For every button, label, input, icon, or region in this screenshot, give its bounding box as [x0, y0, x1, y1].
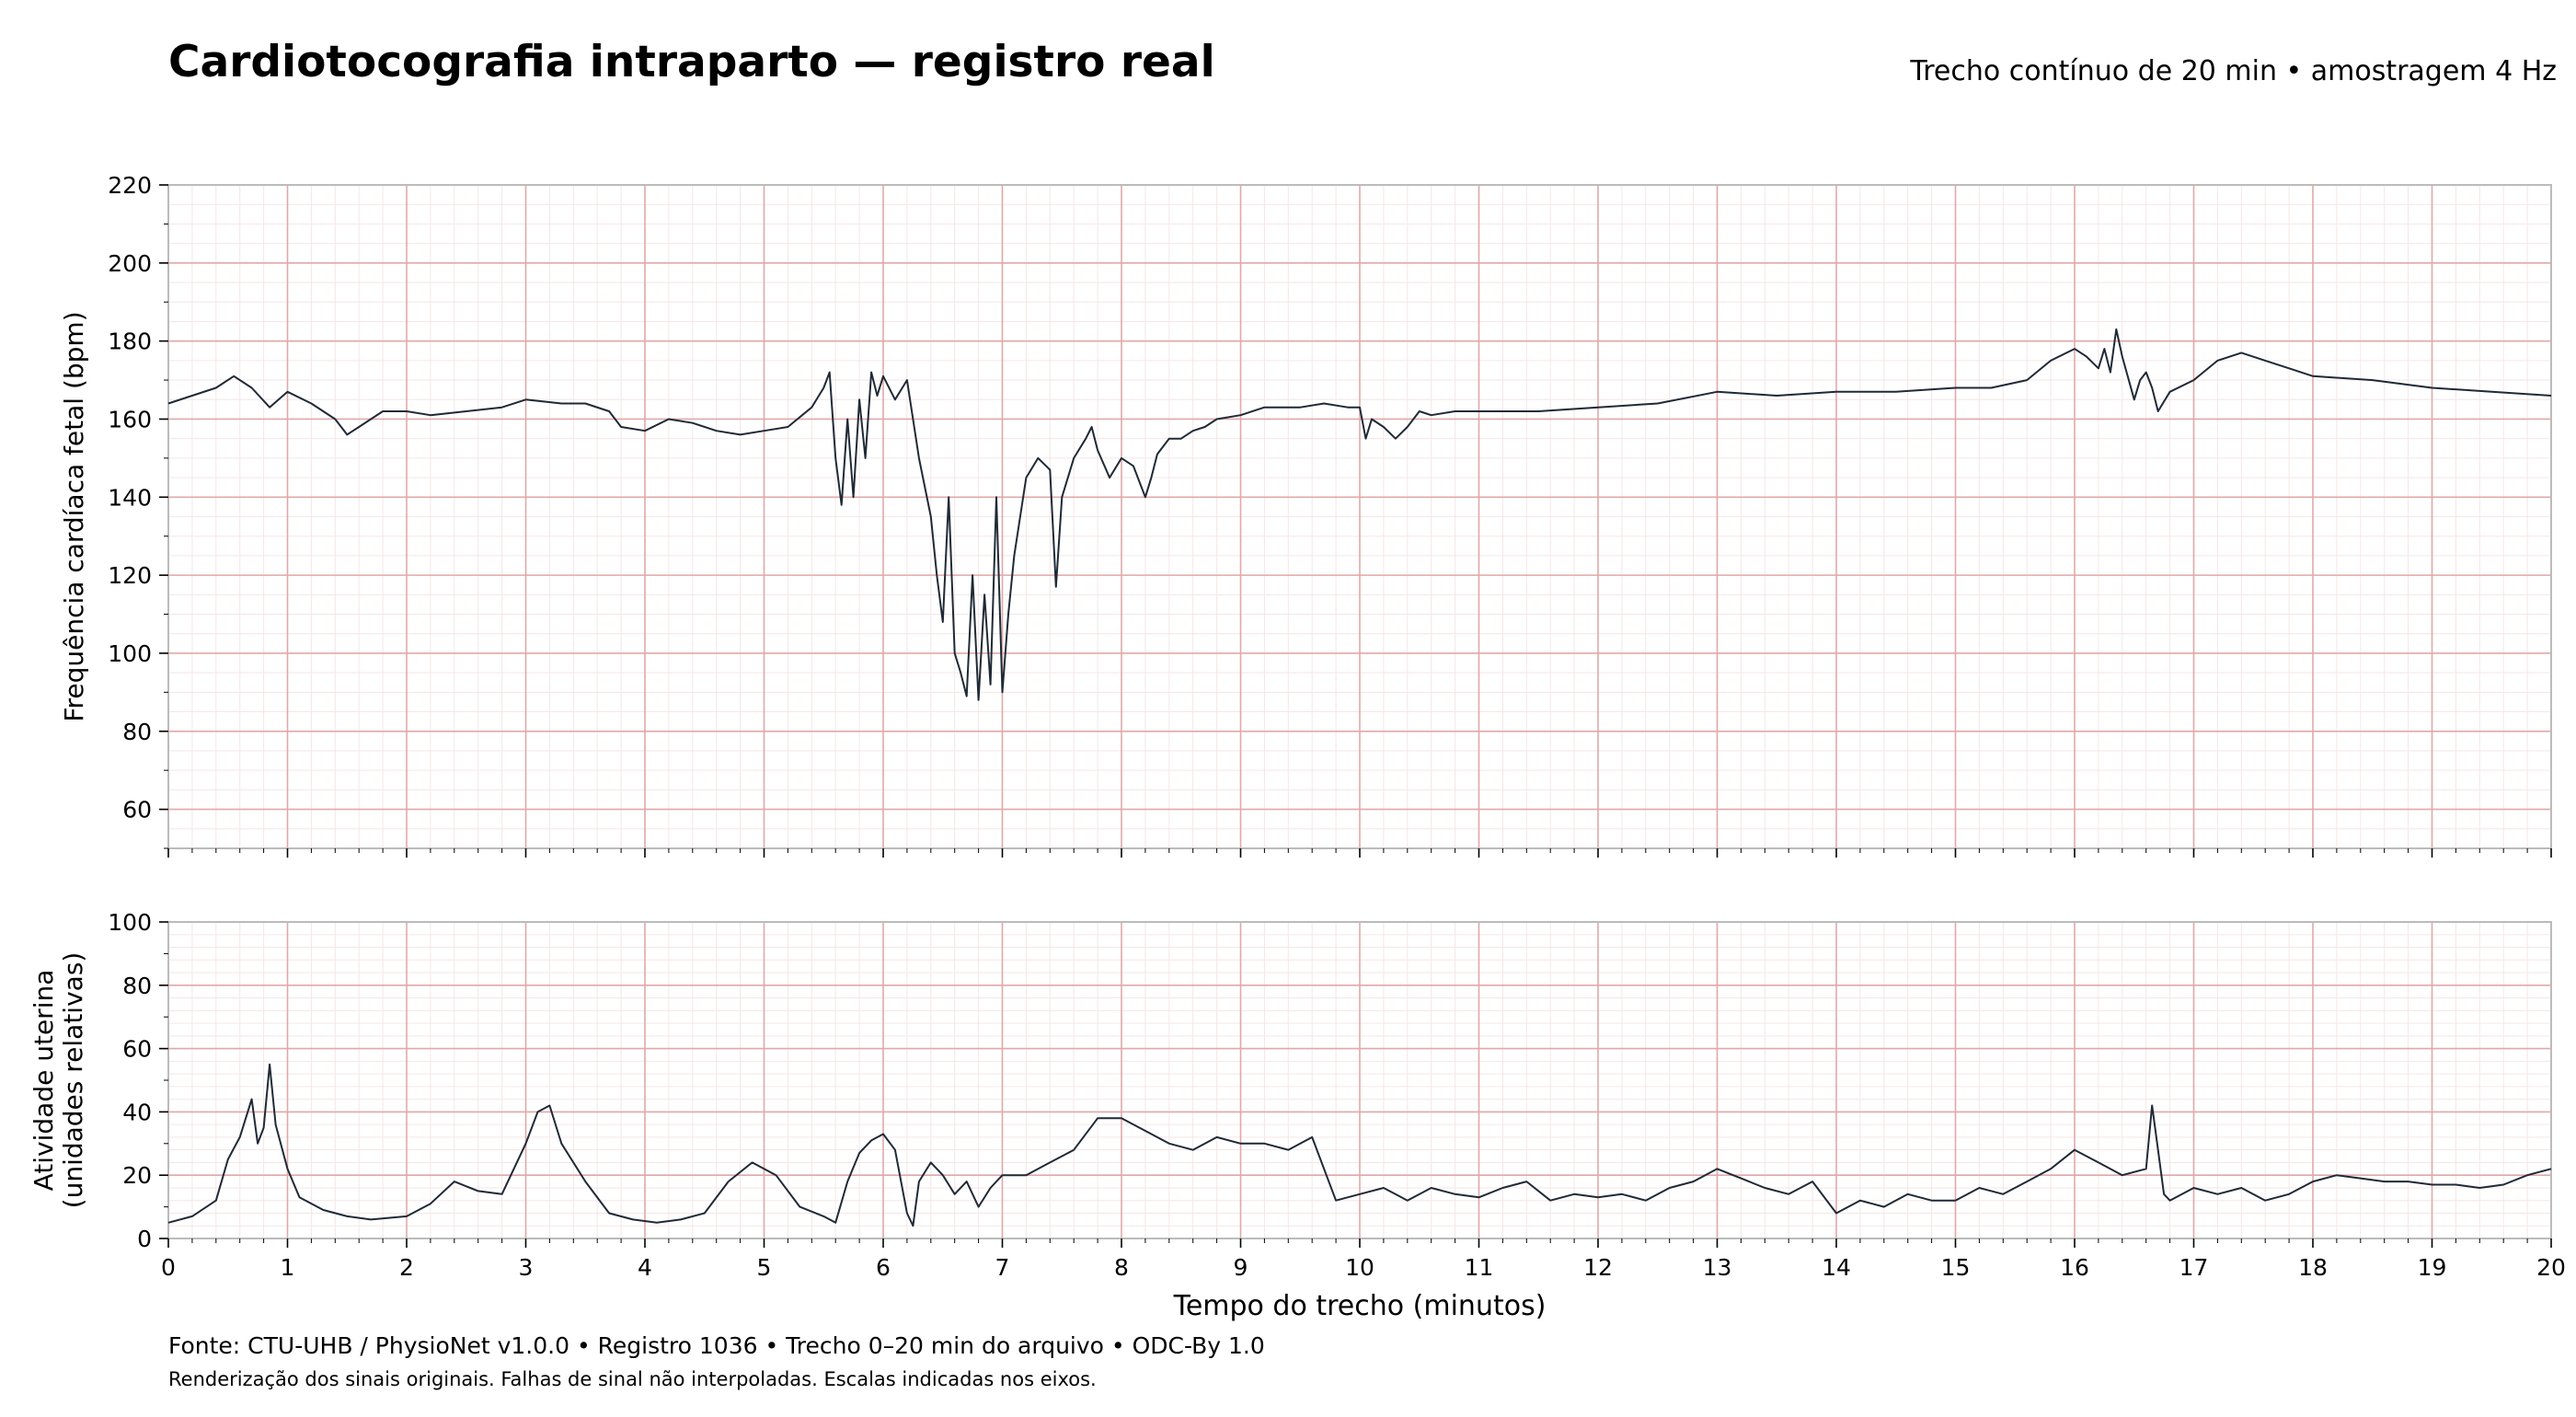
x-tick-label: 17	[2179, 1254, 2209, 1281]
y-label-line: Frequência cardíaca fetal (bpm)	[59, 311, 89, 721]
y-label-line: (unidades relativas)	[58, 952, 88, 1209]
y-tick-label: 80	[122, 973, 152, 999]
x-tick-label: 13	[1703, 1254, 1732, 1281]
x-tick-label: 7	[995, 1254, 1010, 1281]
fhr-grid	[167, 184, 2552, 849]
toco-y-axis: 0 20 40 60 80 100	[108, 909, 168, 1252]
x-tick-label: 12	[1583, 1254, 1613, 1281]
x-tick-label: 0	[161, 1254, 176, 1281]
y-tick-label: 100	[108, 909, 152, 936]
y-tick-label: 40	[122, 1099, 152, 1125]
fhr-series-line	[167, 328, 2552, 701]
y-tick-label: 100	[108, 640, 152, 667]
x-tick-label: 9	[1234, 1254, 1248, 1281]
x-tick-label: 4	[638, 1254, 652, 1281]
fhr-y-label: Frequência cardíaca fetal (bpm)	[59, 311, 89, 721]
x-tick-label: 15	[1941, 1254, 1971, 1281]
y-tick-label: 20	[122, 1162, 152, 1189]
fhr-x-axis	[167, 848, 2552, 858]
x-tick-label: 10	[1345, 1254, 1374, 1281]
x-tick-label: 5	[757, 1254, 772, 1281]
source-caption: Fonte: CTU-UHB / PhysioNet v1.0.0 • Regi…	[168, 1332, 1265, 1359]
x-tick-label: 14	[1822, 1254, 1851, 1281]
fhr-y-axis: 60 80 100 120 140 160 180 200 220	[108, 172, 168, 849]
chart-subtitle: Trecho contínuo de 20 min • amostragem 4…	[1910, 55, 2557, 87]
toco-series-line	[167, 1063, 2552, 1227]
y-tick-label: 160	[108, 406, 152, 432]
x-tick-label: 16	[2060, 1254, 2089, 1281]
x-tick-label: 3	[519, 1254, 534, 1281]
y-tick-label: 180	[108, 328, 152, 355]
toco-grid	[167, 921, 2552, 1239]
note-caption: Renderização dos sinais originais. Falha…	[168, 1368, 1097, 1390]
fhr-panel: 60 80 100 120 140 160 180 200 220 Frequência card…	[59, 172, 2552, 858]
x-tick-label: 1	[281, 1254, 295, 1281]
x-tick-label: 19	[2418, 1254, 2447, 1281]
x-tick-label: 8	[1114, 1254, 1129, 1281]
x-tick-label: 6	[876, 1254, 891, 1281]
y-tick-label: 120	[108, 562, 152, 589]
y-tick-label: 220	[108, 172, 152, 199]
x-tick-label: 2	[399, 1254, 414, 1281]
y-tick-label: 0	[137, 1226, 152, 1252]
y-label-line: Atividade uterina	[29, 970, 59, 1192]
y-tick-label: 60	[122, 1036, 152, 1063]
x-tick-label: 20	[2536, 1254, 2566, 1281]
chart-title: Cardiotocografia intraparto — registro r…	[168, 37, 1215, 87]
y-tick-label: 60	[122, 797, 152, 824]
toco-x-axis: 0 1 2 3 4 5 6 7 8 9 10 11 12 13 14 15 16 17 18 19 20	[161, 1238, 2566, 1281]
x-tick-label: 11	[1465, 1254, 1494, 1281]
y-tick-label: 140	[108, 484, 152, 511]
x-tick-label: 18	[2298, 1254, 2328, 1281]
toco-x-label: Tempo do trecho (minutos)	[1173, 1290, 1547, 1322]
y-tick-label: 200	[108, 250, 152, 277]
toco-y-label: Atividade uterina(unidades relativas)	[29, 952, 88, 1209]
y-tick-label: 80	[122, 719, 152, 745]
